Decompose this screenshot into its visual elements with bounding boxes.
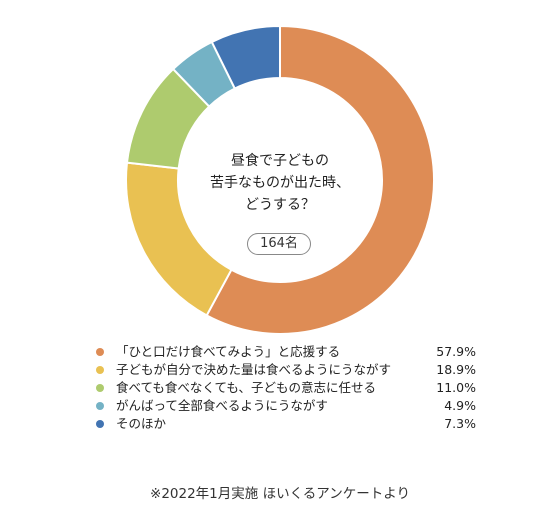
center-line-2: 苦手なものが出た時、 — [210, 175, 350, 191]
legend-swatch — [96, 384, 104, 392]
legend-item: がんばって全部食べるようにうながす 4.9% — [96, 397, 476, 415]
source-footnote: ※2022年1月実施 ほいくるアンケートより — [150, 486, 410, 502]
legend-swatch — [96, 420, 104, 428]
chart-center-question: 昼食で子どもの 苦手なものが出た時、 どうする？ — [180, 150, 380, 216]
legend-label: がんばって全部食べるようにうながす — [116, 398, 328, 413]
legend: 「ひと口だけ食べてみよう」と応援する 57.9% 子どもが自分で決めた量は食べる… — [96, 343, 476, 433]
legend-swatch — [96, 366, 104, 374]
respondent-count-badge: 164名 — [247, 233, 311, 255]
legend-swatch — [96, 348, 104, 356]
legend-label: 「ひと口だけ食べてみよう」と応援する — [116, 344, 341, 359]
legend-item: そのほか 7.3% — [96, 415, 476, 433]
legend-value: 18.9% — [436, 362, 476, 377]
legend-label: 食べても食べなくても、子どもの意志に任せる — [116, 380, 377, 395]
donut-chart: 昼食で子どもの 苦手なものが出た時、 どうする？ 164名 — [125, 24, 435, 335]
legend-value: 7.3% — [444, 416, 476, 431]
legend-label: 子どもが自分で決めた量は食べるようにうながす — [116, 362, 392, 377]
legend-item: 子どもが自分で決めた量は食べるようにうながす 18.9% — [96, 361, 476, 379]
legend-value: 4.9% — [444, 398, 476, 413]
legend-item: 「ひと口だけ食べてみよう」と応援する 57.9% — [96, 343, 476, 361]
legend-label: そのほか — [116, 416, 167, 431]
donut-svg — [125, 24, 435, 335]
legend-swatch — [96, 402, 104, 410]
center-line-1: 昼食で子どもの — [231, 153, 329, 169]
donut-slice-5 — [210, 24, 281, 90]
donut-slice-1 — [205, 24, 435, 335]
legend-value: 11.0% — [436, 380, 476, 395]
legend-value: 57.9% — [436, 344, 476, 359]
legend-item: 食べても食べなくても、子どもの意志に任せる 11.0% — [96, 379, 476, 397]
center-line-3: どうする？ — [245, 197, 315, 213]
